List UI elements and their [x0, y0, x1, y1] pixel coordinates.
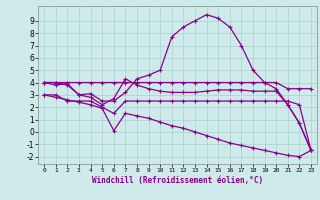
X-axis label: Windchill (Refroidissement éolien,°C): Windchill (Refroidissement éolien,°C) [92, 176, 263, 185]
